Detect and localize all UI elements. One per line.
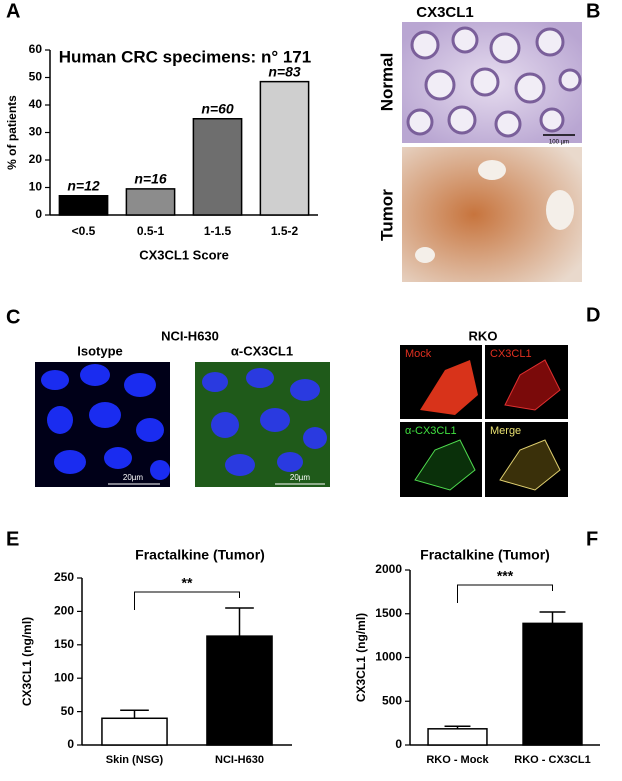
bar — [427, 728, 488, 746]
panel-letter: C — [6, 306, 20, 328]
y-tick-label: 0 — [395, 737, 402, 751]
y-tick-label: 50 — [61, 704, 75, 718]
y-tick-label: 1000 — [375, 650, 402, 664]
significance: *** — [497, 568, 514, 584]
y-tick-label: 30 — [29, 125, 43, 139]
tile-label: Merge — [490, 425, 521, 437]
cell — [504, 359, 561, 411]
tile-label: Mock — [405, 348, 432, 360]
significance-bracket — [134, 591, 240, 610]
scale-label: 20µm — [290, 473, 311, 482]
nuclei — [41, 364, 170, 480]
x-tick-label: 1-1.5 — [204, 224, 232, 238]
crypts — [406, 26, 582, 138]
tile-label: CX3CL1 — [490, 348, 532, 360]
panel-title: CX3CL1 — [416, 4, 474, 21]
scale-label: 100 µm — [549, 140, 569, 146]
bar-annotation: n=83 — [268, 63, 301, 79]
row-label: Tumor — [377, 189, 396, 241]
bar — [125, 188, 176, 216]
y-tick-label: 500 — [382, 693, 402, 707]
bar — [192, 118, 243, 216]
y-tick-label: 60 — [29, 42, 43, 56]
y-tick-label: 250 — [54, 570, 74, 584]
significance: ** — [182, 575, 193, 591]
panel-letter: E — [6, 528, 19, 550]
x-axis-label: CX3CL1 Score — [139, 247, 229, 262]
bar-annotation: n=16 — [134, 171, 167, 187]
chart-title: Fractalkine (Tumor) — [420, 547, 550, 563]
x-tick-label: Skin (NSG) — [106, 754, 164, 766]
panel-letter: B — [586, 0, 600, 22]
chart-title: Human CRC specimens: n° 171 — [59, 47, 311, 66]
x-tick-label: RKO - Mock — [426, 754, 489, 766]
chart-title: Fractalkine (Tumor) — [135, 547, 265, 563]
column-label: α-CX3CL1 — [231, 343, 293, 358]
y-tick-label: 40 — [29, 97, 43, 111]
bar — [206, 635, 273, 746]
y-tick-label: 150 — [54, 637, 74, 651]
cell — [420, 360, 478, 415]
y-axis-label: CX3CL1 (ng/ml) — [20, 617, 34, 706]
cell — [499, 439, 561, 491]
tile-label: α-CX3CL1 — [405, 425, 457, 437]
y-tick-label: 2000 — [375, 562, 402, 576]
panel-letter: F — [586, 528, 598, 550]
x-tick-label: RKO - CX3CL1 — [514, 754, 590, 766]
scale-label: 20µm — [123, 473, 144, 482]
y-tick-label: 100 — [54, 670, 74, 684]
cell — [414, 439, 476, 491]
panel-letter: D — [586, 304, 600, 326]
panel-title: RKO — [469, 328, 498, 343]
y-tick-label: 20 — [29, 152, 43, 166]
y-tick-label: 50 — [29, 70, 43, 84]
y-tick-label: 10 — [29, 180, 43, 194]
bar-annotation: n=60 — [201, 100, 234, 116]
y-tick-label: 200 — [54, 604, 74, 618]
x-tick-label: 1.5-2 — [271, 224, 299, 238]
bar — [522, 622, 583, 746]
y-axis-label: % of patients — [5, 95, 19, 170]
y-tick-label: 0 — [35, 207, 42, 221]
x-tick-label: <0.5 — [72, 224, 96, 238]
bar-annotation: n=12 — [67, 177, 100, 193]
x-tick-label: NCI-H630 — [215, 754, 264, 766]
row-label: Normal — [377, 53, 396, 112]
bar — [101, 717, 168, 746]
panel-letter: A — [6, 0, 20, 22]
nuclei — [202, 368, 327, 476]
y-tick-label: 0 — [67, 737, 74, 751]
column-label: Isotype — [77, 343, 123, 358]
significance-bracket — [457, 584, 553, 603]
lumens — [415, 160, 574, 263]
y-axis-label: CX3CL1 (ng/ml) — [354, 613, 368, 702]
x-tick-label: 0.5-1 — [137, 224, 165, 238]
y-tick-label: 1500 — [375, 606, 402, 620]
bar — [58, 195, 109, 216]
bar — [259, 80, 310, 216]
panel-title: NCI-H630 — [161, 328, 219, 343]
